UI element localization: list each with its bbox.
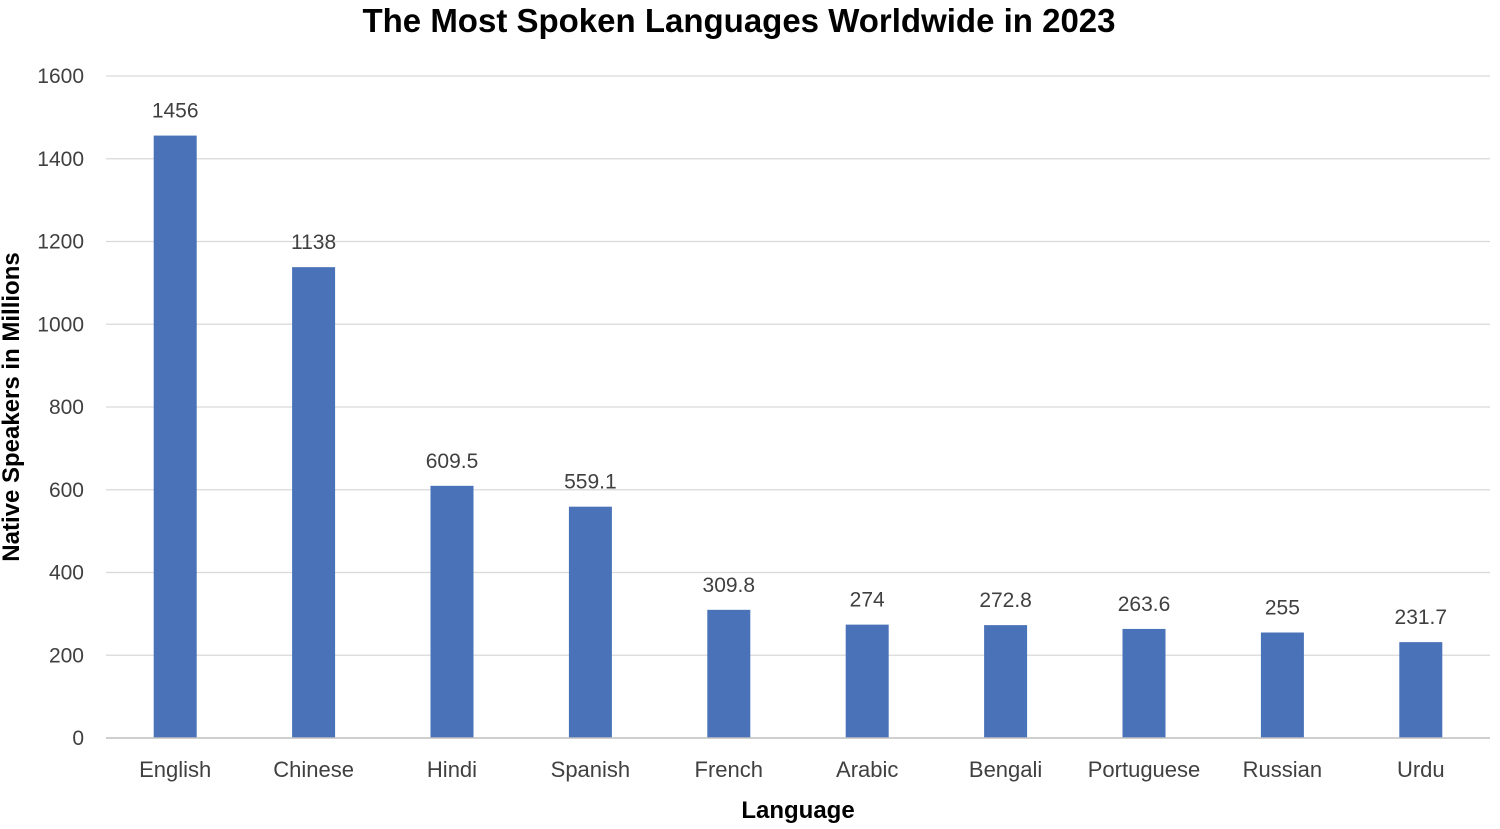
y-tick-label: 1600	[37, 65, 84, 88]
chart-title: The Most Spoken Languages Worldwide in 2…	[362, 2, 1115, 39]
data-labels: 1456 1138 609.5 559.1 309.8 274 272.8 263.6 255 2…	[152, 100, 1447, 630]
y-tick-label: 1400	[37, 148, 84, 171]
x-tick-label: Russian	[1243, 757, 1322, 782]
data-label: 1456	[152, 100, 199, 123]
bar	[1122, 628, 1166, 738]
data-label: 272.8	[979, 589, 1032, 612]
data-label: 1138	[291, 231, 336, 254]
y-tick-label: 800	[49, 396, 84, 419]
data-label: 274	[850, 589, 885, 612]
y-tick-label: 0	[72, 727, 84, 750]
x-tick-label: Urdu	[1397, 757, 1445, 782]
gridlines	[106, 75, 1490, 656]
data-label: 609.5	[426, 450, 479, 473]
bar	[707, 609, 751, 738]
x-tick-label: Chinese	[273, 757, 354, 782]
x-tick-label: Hindi	[427, 757, 477, 782]
x-tick-label: Portuguese	[1088, 757, 1201, 782]
bar	[430, 485, 474, 738]
data-label: 263.6	[1118, 593, 1171, 616]
x-tick-label: French	[695, 757, 763, 782]
data-label: 231.7	[1395, 606, 1448, 629]
bar	[568, 506, 612, 738]
bar	[153, 135, 197, 738]
y-tick-label: 400	[49, 562, 84, 585]
y-axis-title: Native Speakers in Millions	[0, 252, 25, 561]
bars	[153, 135, 1443, 738]
x-axis-ticks: English Chinese Hindi Spanish French Arabic Be…	[139, 757, 1445, 782]
y-tick-label: 200	[49, 644, 84, 667]
bar	[845, 624, 889, 738]
x-tick-label: English	[139, 757, 211, 782]
x-axis-title: Language	[741, 797, 854, 824]
y-tick-label: 600	[49, 479, 84, 502]
x-tick-label: Bengali	[969, 757, 1042, 782]
bar	[1399, 642, 1443, 738]
data-label: 559.1	[564, 471, 617, 494]
y-tick-label: 1200	[37, 231, 84, 254]
x-tick-label: Spanish	[551, 757, 631, 782]
data-label: 255	[1265, 596, 1300, 619]
y-axis-ticks: 0 200 400 600 800 1000 1200 1400 1600	[37, 65, 84, 750]
x-tick-label: Arabic	[836, 757, 898, 782]
data-label: 309.8	[703, 574, 756, 597]
bar	[292, 267, 336, 738]
y-tick-label: 1000	[37, 313, 84, 336]
bar	[984, 625, 1028, 738]
bar	[1260, 632, 1304, 738]
